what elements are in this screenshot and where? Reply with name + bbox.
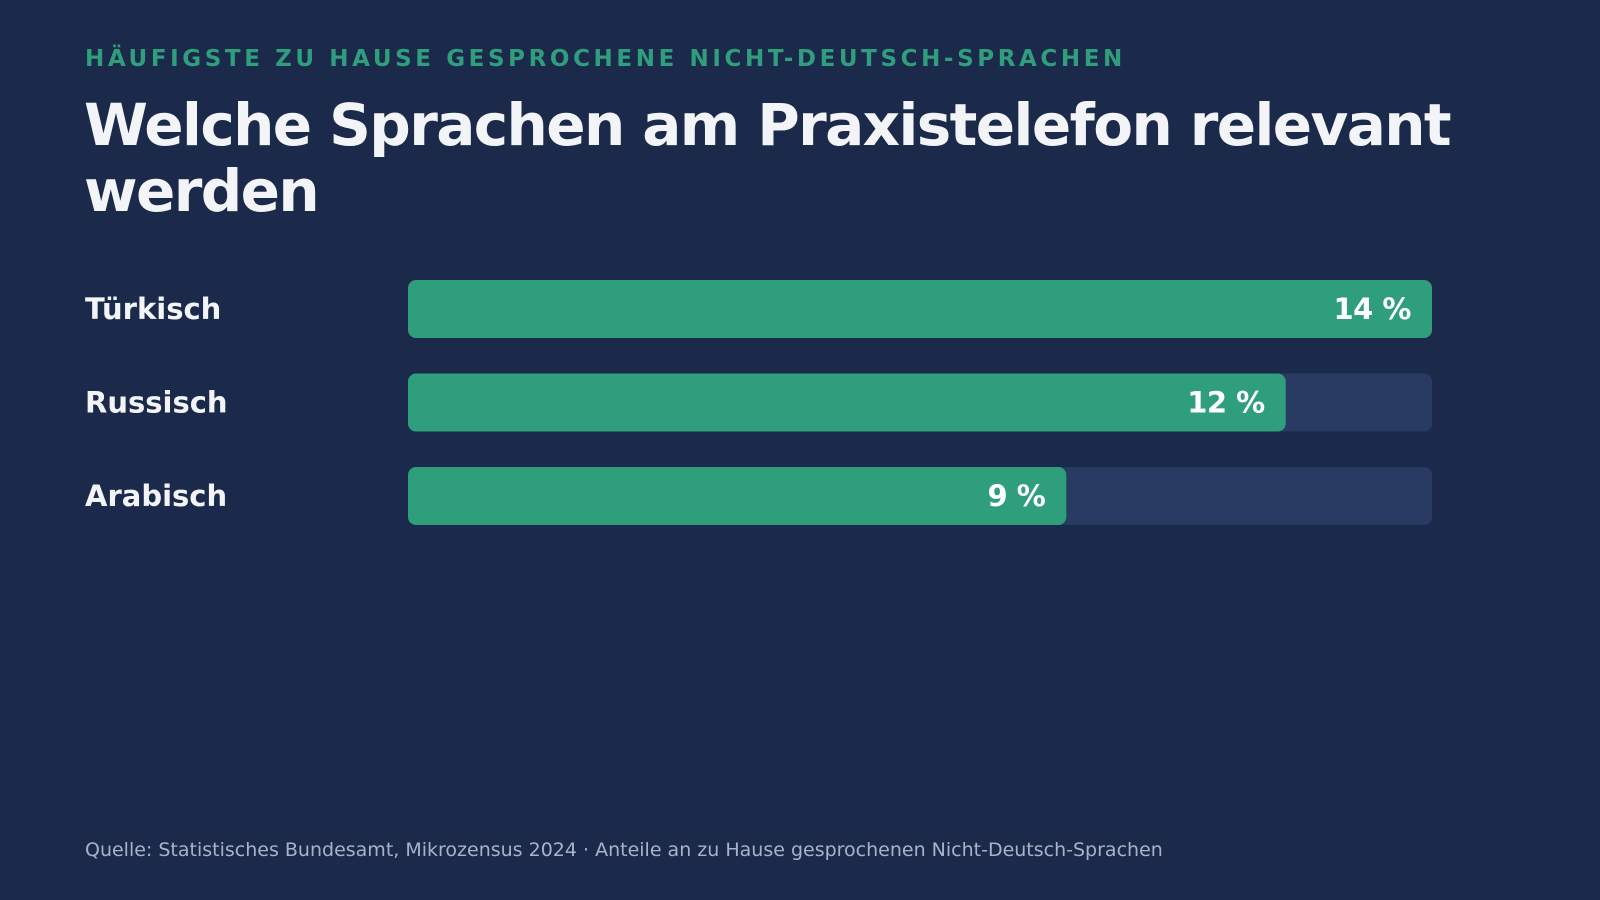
category-label: Russisch <box>85 386 228 420</box>
category-label: Arabisch <box>85 479 227 513</box>
eyebrow-label: HÄUFIGSTE ZU HAUSE GESPROCHENE NICHT-DEU… <box>85 46 1126 72</box>
value-label: 9 % <box>987 479 1045 513</box>
category-label: Türkisch <box>85 292 221 326</box>
bar-row-arabisch: Arabisch 9 % <box>85 467 1432 525</box>
bar-t-rkisch <box>408 280 1432 338</box>
bar-row-russisch: Russisch 12 % <box>85 373 1432 432</box>
source-note: Quelle: Statistisches Bundesamt, Mikroze… <box>85 839 1163 861</box>
value-label: 14 % <box>1333 292 1411 326</box>
bar-row-t-rkisch: Türkisch 14 % <box>85 280 1432 338</box>
chart-title: Welche Sprachen am Praxistelefon relevan… <box>84 91 1452 225</box>
value-label: 12 % <box>1187 386 1265 420</box>
bar-arabisch <box>408 467 1067 525</box>
bar-russisch <box>408 373 1286 432</box>
